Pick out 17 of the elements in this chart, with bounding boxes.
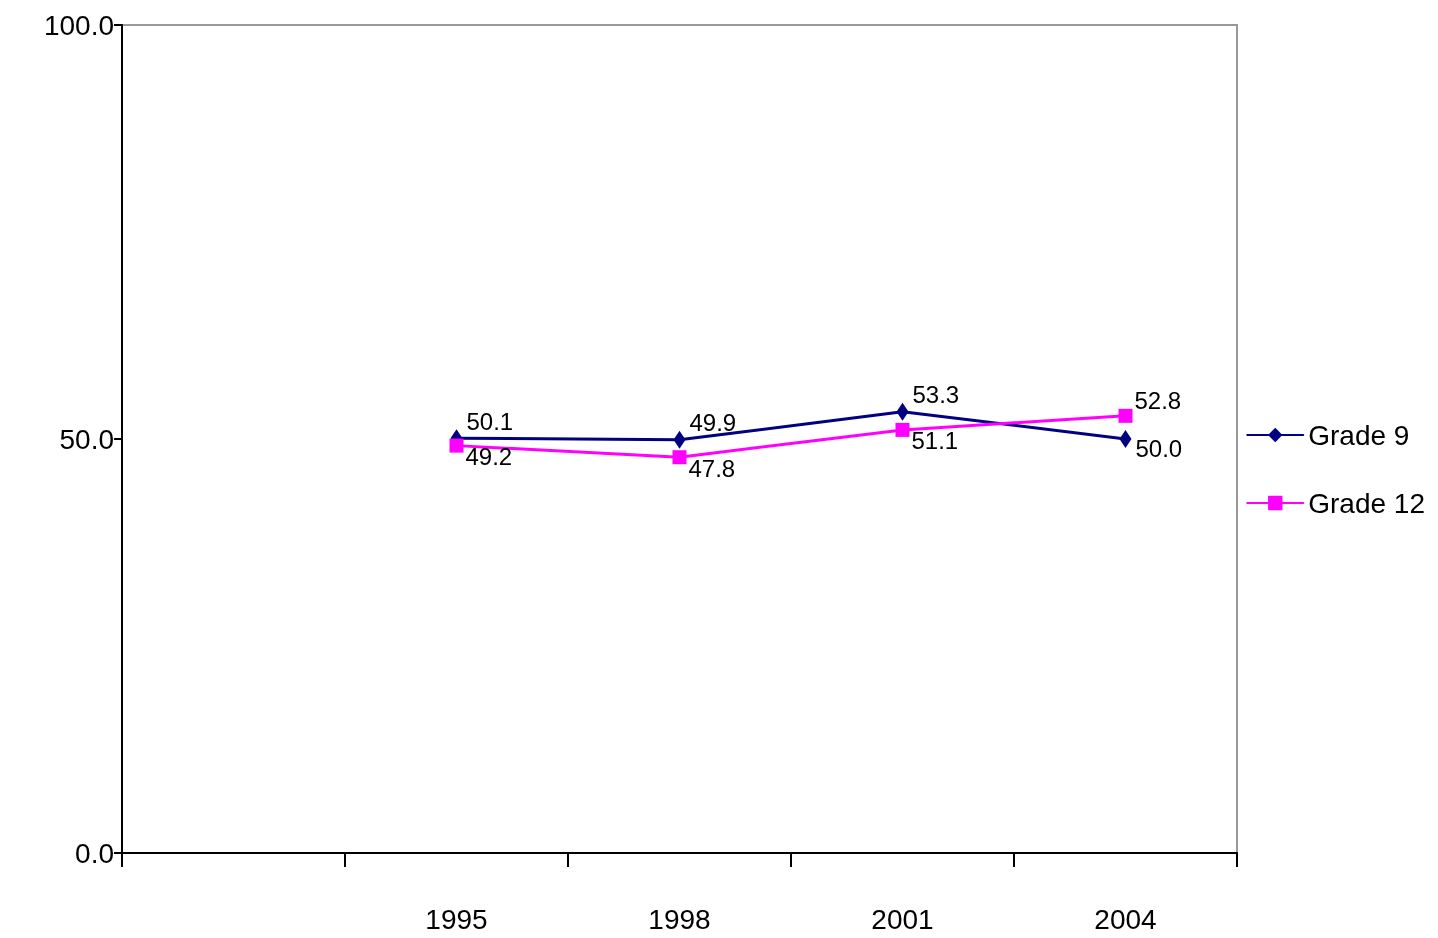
y-tick-label: 100.0 (43, 9, 114, 41)
data-label: 50.1 (466, 407, 514, 435)
x-tick-label: 1998 (648, 903, 711, 935)
data-label: 50.0 (1135, 434, 1183, 462)
x-tick-label: 1995 (425, 903, 488, 935)
x-tick-label: 2001 (871, 903, 934, 935)
data-label: 53.3 (912, 381, 960, 409)
x-tick-label: 2004 (1094, 903, 1157, 935)
data-label: 47.8 (688, 454, 736, 482)
data-label: 52.8 (1134, 387, 1182, 415)
y-tick-label: 0.0 (75, 837, 114, 869)
legend-label: Grade 12 (1308, 487, 1426, 519)
data-label: 49.2 (465, 443, 513, 471)
data-label: 51.1 (911, 427, 959, 455)
y-tick-label: 50.0 (59, 423, 114, 455)
data-label: 49.9 (689, 409, 737, 437)
legend-label: Grade 9 (1308, 419, 1410, 451)
